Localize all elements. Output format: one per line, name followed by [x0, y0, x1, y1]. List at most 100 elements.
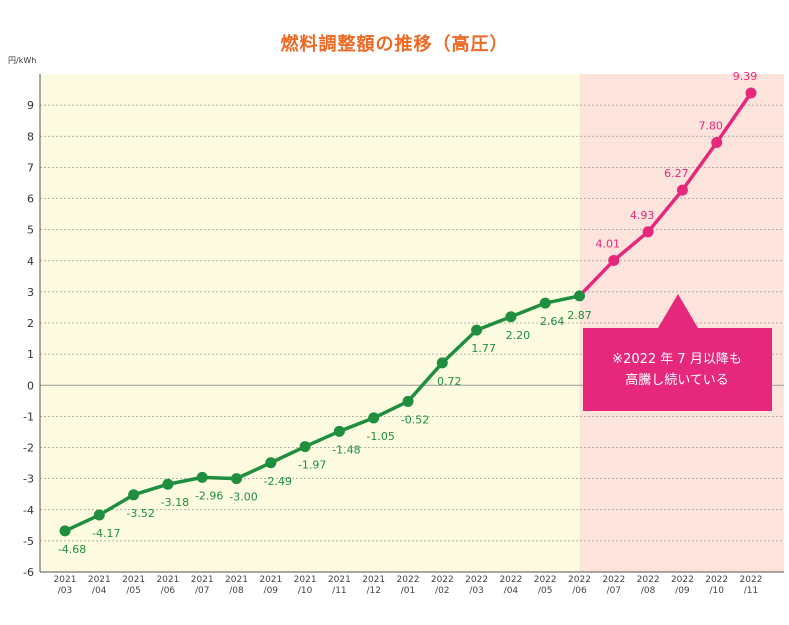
y-tick-label: 0 — [27, 379, 34, 392]
data-label: -0.52 — [401, 413, 429, 426]
y-tick-label: 1 — [27, 348, 34, 361]
data-point — [299, 441, 311, 453]
y-tick-label: -1 — [23, 410, 34, 423]
series-lines — [64, 91, 753, 533]
x-tick-label-year: 2021 — [156, 575, 179, 585]
x-tick-label-month: /03 — [58, 586, 72, 596]
data-label: 9.39 — [733, 70, 758, 83]
x-tick-label-month: /05 — [538, 586, 552, 596]
x-tick-label-year: 2022 — [705, 575, 728, 585]
y-tick-label: -3 — [23, 473, 34, 486]
data-point — [642, 226, 654, 238]
x-tick-label-month: /09 — [264, 586, 279, 596]
data-label: -4.17 — [92, 527, 120, 540]
data-label: 7.80 — [698, 119, 723, 132]
x-tick-label-year: 2022 — [602, 575, 625, 585]
data-point — [471, 324, 483, 336]
x-tick-label-year: 2022 — [431, 575, 454, 585]
y-tick-label: 3 — [27, 286, 34, 299]
x-tick-label-year: 2021 — [88, 575, 111, 585]
data-label: -1.97 — [298, 459, 326, 472]
x-tick-label-year: 2022 — [637, 575, 660, 585]
y-tick-label: 8 — [27, 130, 34, 143]
forecast-series-line — [578, 91, 753, 298]
data-label: -4.68 — [58, 543, 86, 556]
x-tick-label-month: /08 — [229, 586, 244, 596]
data-point — [436, 357, 448, 369]
x-tick-label-year: 2021 — [225, 575, 248, 585]
x-tick-label-year: 2021 — [362, 575, 385, 585]
y-tick-label: -2 — [23, 442, 34, 455]
y-axis-unit-label: 円/kWh — [8, 56, 37, 65]
x-tick-label-month: /11 — [744, 586, 758, 596]
x-tick-label-month: /08 — [641, 586, 656, 596]
x-tick-label-year: 2021 — [122, 575, 145, 585]
x-tick-label-year: 2022 — [534, 575, 557, 585]
annotation-box — [583, 294, 772, 411]
data-label: 2.87 — [567, 309, 592, 322]
data-point — [505, 311, 517, 323]
data-point — [402, 395, 414, 407]
y-tick-label: 2 — [27, 317, 34, 330]
data-point — [162, 478, 174, 490]
annotation-line-1: ※2022 年 7 月以降も — [612, 352, 742, 367]
annotation-line-2: 高騰し続いている — [625, 372, 729, 388]
data-point — [539, 297, 551, 309]
data-label: -1.05 — [366, 430, 394, 443]
axes: 9876543210-1-2-3-4-5-62021/032021/042021… — [23, 74, 784, 596]
data-label: 4.01 — [596, 237, 621, 250]
data-points — [59, 87, 757, 537]
x-tick-label-month: /04 — [92, 586, 107, 596]
data-label: 1.77 — [471, 342, 496, 355]
x-tick-label-month: /01 — [401, 586, 415, 596]
x-tick-label-year: 2022 — [499, 575, 522, 585]
data-labels: -4.68 -4.17 -3.52 -3.18 -2.96 -3.00 -2.49 -1.97… — [58, 70, 757, 556]
data-point — [574, 290, 585, 302]
x-tick-label-year: 2022 — [465, 575, 488, 585]
y-tick-label: -6 — [23, 566, 34, 579]
x-tick-label-month: /05 — [126, 586, 140, 596]
x-tick-label-month: /10 — [709, 586, 724, 596]
data-label: -2.96 — [195, 489, 223, 502]
data-label: 2.64 — [540, 315, 565, 328]
data-label: -3.18 — [161, 496, 189, 509]
x-tick-label-month: /06 — [572, 586, 587, 596]
y-tick-label: -4 — [23, 504, 34, 517]
x-tick-label-month: /11 — [332, 586, 346, 596]
x-tick-label-year: 2021 — [191, 575, 214, 585]
data-point — [93, 509, 105, 521]
data-point — [265, 457, 277, 469]
data-point — [608, 254, 620, 266]
x-tick-label-year: 2022 — [397, 575, 420, 585]
data-point — [368, 412, 380, 424]
y-tick-label: 9 — [27, 99, 34, 112]
chart-title: 燃料調整額の推移（高圧） — [280, 34, 509, 55]
data-point — [676, 184, 688, 196]
x-tick-label-month: /02 — [435, 586, 449, 596]
x-tick-label-year: 2021 — [54, 575, 77, 585]
y-tick-label: 6 — [27, 193, 34, 206]
y-tick-label: 7 — [27, 161, 34, 174]
x-tick-label-year: 2021 — [328, 575, 351, 585]
actual-series-line — [64, 294, 580, 533]
x-tick-label-month: /06 — [161, 586, 176, 596]
data-point — [333, 425, 345, 437]
data-label: -1.48 — [332, 443, 360, 456]
x-tick-label-month: /12 — [366, 586, 380, 596]
gridlines — [40, 104, 784, 573]
data-label: 0.72 — [437, 375, 462, 388]
y-tick-label: -5 — [23, 535, 34, 548]
data-label: -3.00 — [229, 491, 257, 504]
y-tick-label: 5 — [27, 224, 34, 237]
x-tick-label-year: 2022 — [671, 575, 694, 585]
x-tick-label-month: /03 — [469, 586, 483, 596]
x-tick-label-month: /10 — [298, 586, 313, 596]
y-tick-label: 4 — [27, 255, 34, 268]
data-point — [711, 136, 723, 148]
data-label: 6.27 — [664, 167, 689, 180]
data-label: -2.49 — [264, 475, 292, 488]
x-tick-label-month: /09 — [675, 586, 690, 596]
data-label: -3.52 — [126, 507, 154, 520]
